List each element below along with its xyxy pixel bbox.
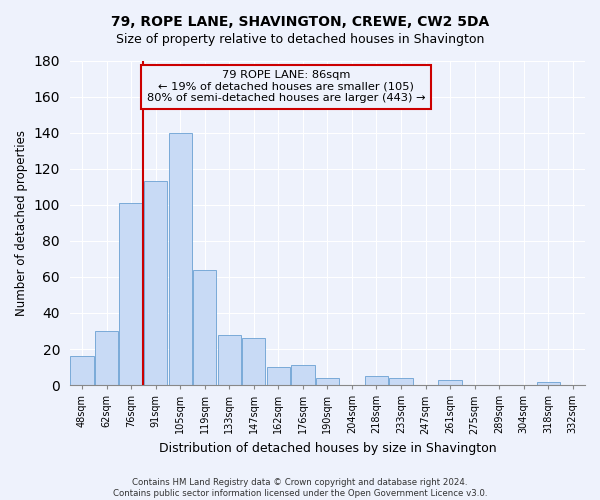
- Y-axis label: Number of detached properties: Number of detached properties: [15, 130, 28, 316]
- Bar: [193, 270, 217, 385]
- Bar: [95, 331, 118, 385]
- Bar: [291, 366, 314, 385]
- Bar: [439, 380, 462, 385]
- Bar: [242, 338, 265, 385]
- Bar: [365, 376, 388, 385]
- Bar: [218, 334, 241, 385]
- Bar: [389, 378, 413, 385]
- Bar: [70, 356, 94, 385]
- X-axis label: Distribution of detached houses by size in Shavington: Distribution of detached houses by size …: [158, 442, 496, 455]
- Bar: [119, 203, 143, 385]
- Bar: [316, 378, 339, 385]
- Text: Size of property relative to detached houses in Shavington: Size of property relative to detached ho…: [116, 32, 484, 46]
- Bar: [169, 132, 192, 385]
- Bar: [266, 367, 290, 385]
- Text: 79, ROPE LANE, SHAVINGTON, CREWE, CW2 5DA: 79, ROPE LANE, SHAVINGTON, CREWE, CW2 5D…: [111, 15, 489, 29]
- Bar: [536, 382, 560, 385]
- Text: 79 ROPE LANE: 86sqm
← 19% of detached houses are smaller (105)
80% of semi-detac: 79 ROPE LANE: 86sqm ← 19% of detached ho…: [147, 70, 425, 103]
- Bar: [144, 182, 167, 385]
- Text: Contains HM Land Registry data © Crown copyright and database right 2024.
Contai: Contains HM Land Registry data © Crown c…: [113, 478, 487, 498]
